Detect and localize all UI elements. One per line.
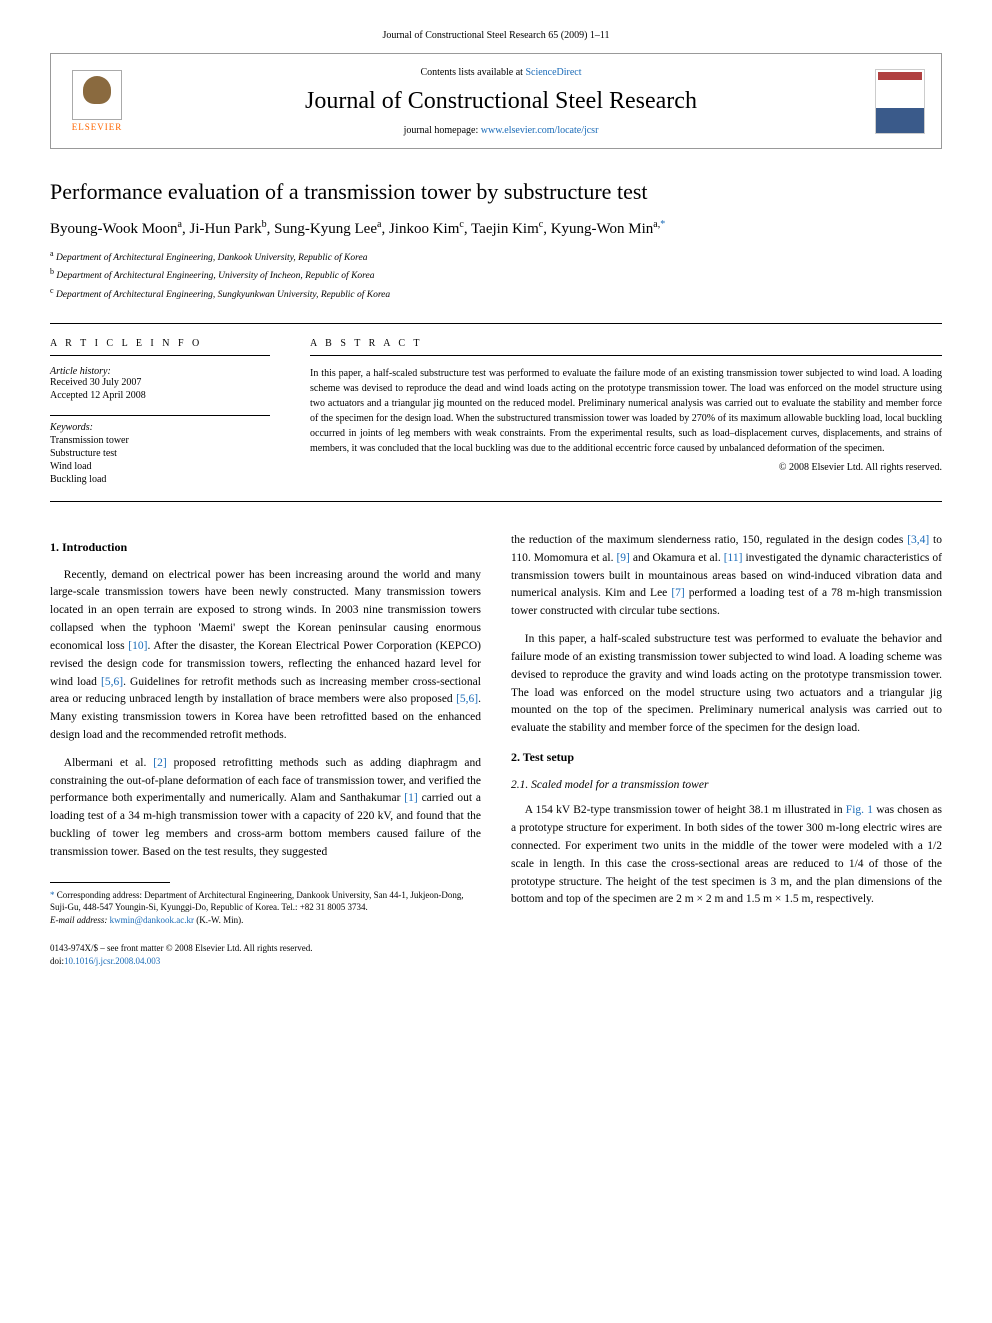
history-label: Article history:	[50, 366, 270, 377]
history-accepted: Accepted 12 April 2008	[50, 390, 270, 401]
author: Sung-Kyung Lee	[274, 221, 377, 237]
corresponding-footnote: * Corresponding address: Department of A…	[50, 889, 481, 914]
citation-link[interactable]: [5,6]	[456, 693, 478, 705]
text: the reduction of the maximum slenderness…	[511, 534, 907, 546]
elsevier-tree-icon	[72, 70, 122, 120]
corresponding-marker: *	[660, 219, 665, 230]
subsection-heading-scaled-model: 2.1. Scaled model for a transmission tow…	[511, 777, 942, 795]
authors-line: Byoung-Wook Moona, Ji-Hun Parkb, Sung-Ky…	[50, 219, 942, 238]
issn-line: 0143-974X/$ – see front matter © 2008 El…	[50, 942, 942, 955]
affil-text: Department of Architectural Engineering,…	[56, 290, 390, 300]
keyword: Transmission tower	[50, 435, 270, 446]
affiliation: a Department of Architectural Engineerin…	[50, 248, 942, 266]
citation-link[interactable]: [1]	[404, 792, 417, 804]
paragraph: Recently, demand on electrical power has…	[50, 567, 481, 745]
citation-link[interactable]: [2]	[153, 757, 166, 769]
author: Byoung-Wook Moon	[50, 221, 178, 237]
author: Ji-Hun Park	[190, 221, 262, 237]
citation-link[interactable]: [3,4]	[907, 534, 929, 546]
journal-name: Journal of Constructional Steel Research	[143, 88, 859, 115]
text: A 154 kV B2-type transmission tower of h…	[525, 804, 846, 816]
paragraph: In this paper, a half-scaled substructur…	[511, 631, 942, 738]
article-info-column: A R T I C L E I N F O Article history: R…	[50, 338, 270, 487]
journal-citation: Journal of Constructional Steel Research…	[50, 30, 942, 41]
author-sup: c	[459, 219, 463, 230]
keywords-label: Keywords:	[50, 415, 270, 433]
abstract-column: A B S T R A C T In this paper, a half-sc…	[310, 338, 942, 487]
email-label: E-mail address:	[50, 915, 110, 925]
section-heading-test-setup: 2. Test setup	[511, 748, 942, 767]
email-suffix: (K.-W. Min).	[194, 915, 243, 925]
meta-row: A R T I C L E I N F O Article history: R…	[50, 323, 942, 502]
author-sup: a	[377, 219, 381, 230]
homepage-link[interactable]: www.elsevier.com/locate/jcsr	[481, 125, 599, 136]
bottom-meta: 0143-974X/$ – see front matter © 2008 El…	[50, 942, 942, 967]
text: was chosen as a prototype structure for …	[511, 804, 942, 905]
author-sup: b	[262, 219, 267, 230]
history-received: Received 30 July 2007	[50, 377, 270, 388]
doi-link[interactable]: 10.1016/j.jcsr.2008.04.003	[64, 956, 160, 966]
citation-link[interactable]: [10]	[128, 640, 147, 652]
doi-prefix: doi:	[50, 956, 64, 966]
article-title: Performance evaluation of a transmission…	[50, 179, 942, 205]
doi-line: doi:10.1016/j.jcsr.2008.04.003	[50, 955, 942, 968]
abstract-text: In this paper, a half-scaled substructur…	[310, 366, 942, 456]
affil-sup: c	[50, 286, 54, 295]
citation-link[interactable]: [5,6]	[101, 676, 123, 688]
right-column: the reduction of the maximum slenderness…	[511, 532, 942, 926]
affil-text: Department of Architectural Engineering,…	[56, 253, 368, 263]
paragraph: A 154 kV B2-type transmission tower of h…	[511, 802, 942, 909]
affiliation: b Department of Architectural Engineerin…	[50, 266, 942, 284]
keyword: Buckling load	[50, 474, 270, 485]
copyright-line: © 2008 Elsevier Ltd. All rights reserved…	[310, 462, 942, 473]
article-info-label: A R T I C L E I N F O	[50, 338, 270, 356]
citation-link[interactable]: [9]	[616, 552, 629, 564]
homepage-line: journal homepage: www.elsevier.com/locat…	[143, 125, 859, 136]
affil-sup: a	[50, 249, 54, 258]
email-link[interactable]: kwmin@dankook.ac.kr	[110, 915, 194, 925]
author: Kyung-Won Min	[551, 221, 654, 237]
elsevier-label: ELSEVIER	[72, 122, 123, 132]
left-column: 1. Introduction Recently, demand on elec…	[50, 532, 481, 926]
section-heading-introduction: 1. Introduction	[50, 538, 481, 557]
abstract-label: A B S T R A C T	[310, 338, 942, 356]
author: Taejin Kim	[471, 221, 539, 237]
contents-prefix: Contents lists available at	[420, 67, 525, 78]
citation-link[interactable]: [11]	[724, 552, 743, 564]
homepage-prefix: journal homepage:	[404, 125, 481, 136]
sciencedirect-link[interactable]: ScienceDirect	[525, 67, 581, 78]
text: Albermani et al.	[64, 757, 154, 769]
corresp-marker: *	[50, 890, 55, 900]
author-sup: c	[539, 219, 543, 230]
keyword: Substructure test	[50, 448, 270, 459]
body-columns: 1. Introduction Recently, demand on elec…	[50, 532, 942, 926]
elsevier-logo: ELSEVIER	[67, 66, 127, 136]
author-sup: a	[178, 219, 182, 230]
citation-link[interactable]: [7]	[671, 587, 684, 599]
affiliation: c Department of Architectural Engineerin…	[50, 285, 942, 303]
paragraph: Albermani et al. [2] proposed retrofitti…	[50, 755, 481, 862]
footnote-separator	[50, 882, 170, 883]
affil-sup: b	[50, 267, 54, 276]
contents-line: Contents lists available at ScienceDirec…	[143, 67, 859, 78]
corresp-text: Corresponding address: Department of Arc…	[50, 890, 464, 913]
text: and Okamura et al.	[630, 552, 724, 564]
affil-text: Department of Architectural Engineering,…	[56, 272, 374, 282]
paragraph: the reduction of the maximum slenderness…	[511, 532, 942, 621]
affiliations: a Department of Architectural Engineerin…	[50, 248, 942, 303]
author: Jinkoo Kim	[389, 221, 459, 237]
email-footnote: E-mail address: kwmin@dankook.ac.kr (K.-…	[50, 914, 481, 927]
header-center: Contents lists available at ScienceDirec…	[143, 67, 859, 136]
journal-header-box: ELSEVIER Contents lists available at Sci…	[50, 53, 942, 149]
figure-link[interactable]: Fig. 1	[846, 804, 873, 816]
author-sup: a,*	[653, 219, 665, 230]
keyword: Wind load	[50, 461, 270, 472]
journal-cover-thumbnail	[875, 69, 925, 134]
